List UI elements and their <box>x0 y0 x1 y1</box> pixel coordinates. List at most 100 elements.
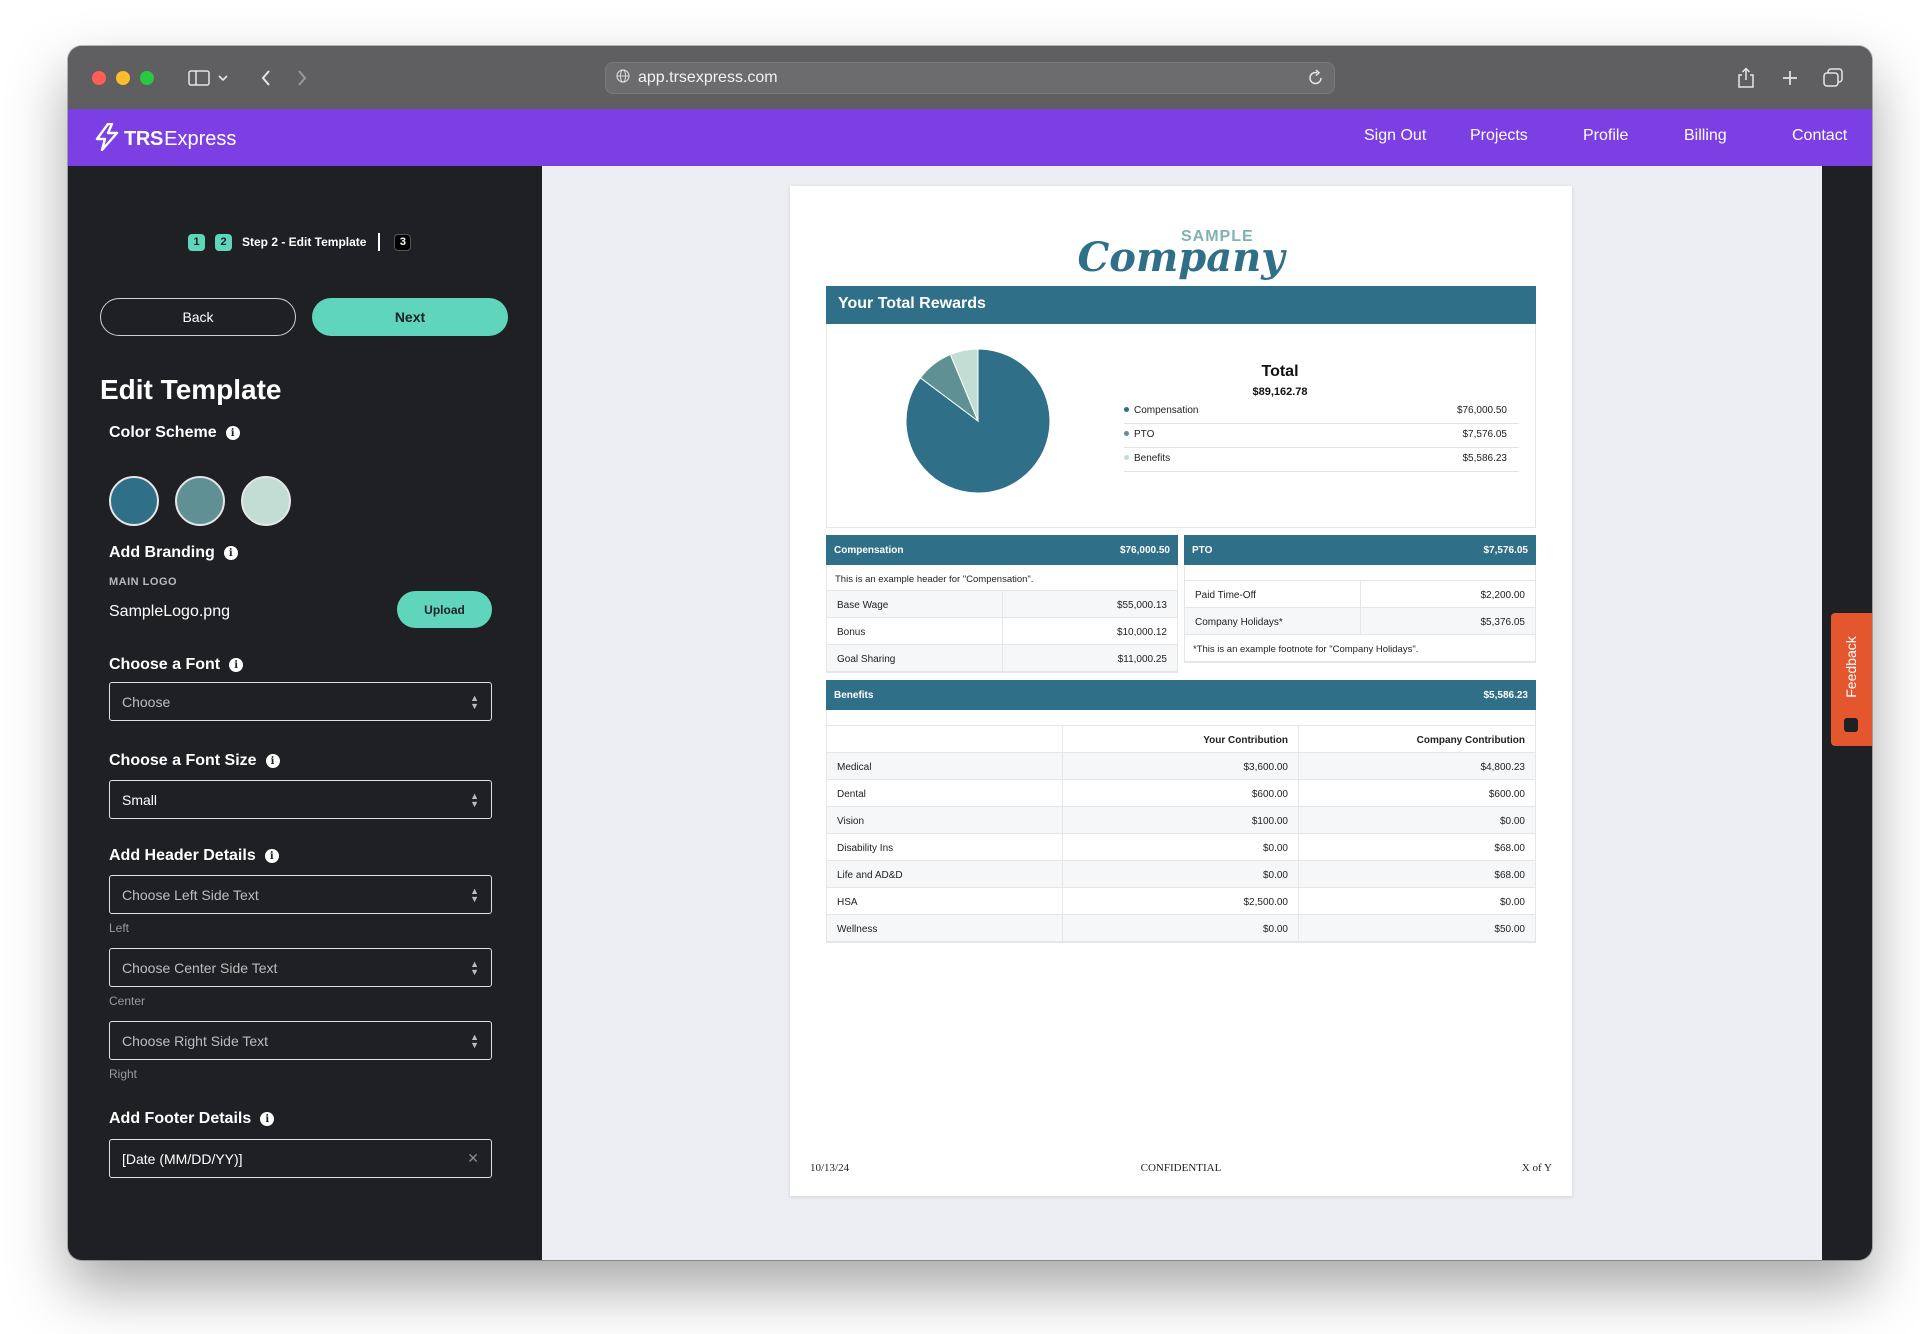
table-row: Bonus $10,000.12 <box>827 618 1177 645</box>
row-label: Paid Time-Off <box>1185 581 1361 608</box>
url-text: app.trsexpress.com <box>638 69 778 86</box>
step-1-badge[interactable]: 1 <box>188 233 205 251</box>
font-size-select-value: Small <box>122 791 158 808</box>
font-heading: Choose a Font i <box>109 656 244 674</box>
benefits-rows: Medical $3,600.00 $4,800.23 Dental $600.00 $6… <box>827 753 1535 942</box>
info-icon[interactable]: i <box>229 658 244 672</box>
select-arrows-icon: ▲ ▼ <box>470 886 479 904</box>
row-value: $55,000.13 <box>1116 600 1167 611</box>
company-contribution-cell: $68.00 <box>1494 870 1525 881</box>
clear-icon[interactable]: ✕ <box>467 1150 479 1166</box>
row-label: Wellness <box>827 915 1063 942</box>
color-scheme-label: Color Scheme <box>109 424 217 441</box>
rewards-summary <box>826 324 1536 528</box>
benefits-column-headers: Your Contribution Company Contribution <box>827 726 1535 753</box>
footer-left-select[interactable]: [Date (MM/DD/YY)] ✕ <box>109 1139 492 1178</box>
table-row: Dental $600.00 $600.00 <box>827 780 1535 807</box>
legend-row-pto: PTO $7,576.05 <box>1124 424 1519 448</box>
forward-arrow-icon[interactable] <box>292 60 312 96</box>
sidebar-title: Edit Template <box>100 374 282 405</box>
header-left-placeholder: Choose Left Side Text <box>122 886 259 903</box>
address-bar[interactable]: app.trsexpress.com <box>605 62 1335 94</box>
legend-value: $76,000.50 <box>1456 405 1507 416</box>
back-button[interactable]: Back <box>100 298 296 336</box>
row-label: Bonus <box>827 618 1003 645</box>
compensation-table: This is an example header for "Compensat… <box>826 565 1178 673</box>
footer-details-heading: Add Footer Details i <box>109 1110 275 1128</box>
your-contribution-cell: $2,500.00 <box>1063 888 1299 915</box>
minimize-window-button[interactable] <box>116 71 130 85</box>
font-select[interactable]: Choose ▲ ▼ <box>109 682 492 721</box>
font-size-select[interactable]: Small ▲ ▼ <box>109 780 492 819</box>
table-row: Paid Time-Off $2,200.00 <box>1185 581 1535 608</box>
color-swatch-tertiary[interactable] <box>241 476 291 526</box>
brand-light: Express <box>164 128 237 150</box>
feedback-icon <box>1844 718 1858 732</box>
header-right-select[interactable]: Choose Right Side Text ▲ ▼ <box>109 1021 492 1060</box>
browser-window: app.trsexpress.com TRS Express Sign Out … <box>68 46 1872 1260</box>
main-logo-label: MAIN LOGO <box>109 576 178 588</box>
step-2-badge[interactable]: 2 <box>215 233 232 251</box>
nav-projects[interactable]: Projects <box>1470 127 1528 144</box>
pto-total: $7,576.05 <box>1483 545 1529 556</box>
legend-row-benefits: Benefits $5,586.23 <box>1124 448 1519 472</box>
share-icon[interactable] <box>1734 60 1758 96</box>
upload-button[interactable]: Upload <box>397 591 492 628</box>
table-row: Disability Ins $0.00 $68.00 <box>827 834 1535 861</box>
info-icon[interactable]: i <box>260 1112 275 1126</box>
row-value: $11,000.25 <box>1117 654 1167 665</box>
next-button[interactable]: Next <box>312 298 508 336</box>
header-center-helper: Center <box>109 994 146 1008</box>
chevron-down-icon[interactable] <box>216 60 230 96</box>
nav-profile[interactable]: Profile <box>1583 127 1629 144</box>
close-window-button[interactable] <box>92 71 106 85</box>
info-icon[interactable]: i <box>265 754 280 768</box>
info-icon[interactable]: i <box>264 849 279 863</box>
maximize-window-button[interactable] <box>140 71 154 85</box>
back-arrow-icon[interactable] <box>256 60 276 96</box>
tab-overview-icon[interactable] <box>1820 60 1846 96</box>
header-center-placeholder: Choose Center Side Text <box>122 959 278 976</box>
select-arrows-icon: ▲ ▼ <box>470 1032 479 1050</box>
compensation-title: Compensation <box>834 545 904 556</box>
company-contribution-cell: $4,800.23 <box>1480 762 1526 773</box>
info-icon[interactable]: i <box>223 546 238 560</box>
legend-value: $7,576.05 <box>1462 429 1508 440</box>
pto-spacer <box>1185 565 1535 581</box>
header-left-select[interactable]: Choose Left Side Text ▲ ▼ <box>109 875 492 914</box>
info-icon[interactable]: i <box>225 426 240 440</box>
row-label: Base Wage <box>827 591 1003 618</box>
benefits-table: Your Contribution Company Contribution M… <box>826 710 1536 943</box>
row-label: Disability Ins <box>827 834 1063 861</box>
nav-sign-out[interactable]: Sign Out <box>1364 127 1427 144</box>
nav-billing[interactable]: Billing <box>1684 127 1727 144</box>
header-right-helper: Right <box>109 1067 138 1081</box>
app-navbar: TRS Express Sign Out Projects Profile Bi… <box>68 109 1872 166</box>
color-swatch-secondary[interactable] <box>175 476 225 526</box>
browser-toolbar: app.trsexpress.com <box>68 46 1872 109</box>
label-column-header <box>827 726 1063 753</box>
company-contribution-header: Company Contribution <box>1416 735 1525 746</box>
sidebar-toggle-icon[interactable] <box>186 60 212 96</box>
your-contribution-cell: $0.00 <box>1063 834 1299 861</box>
pto-title: PTO <box>1192 545 1213 556</box>
table-row: Life and AD&D $0.00 $68.00 <box>827 861 1535 888</box>
row-label: Company Holidays* <box>1185 608 1361 635</box>
header-details-heading: Add Header Details i <box>109 847 279 865</box>
nav-contact[interactable]: Contact <box>1792 127 1848 144</box>
branding-label: Add Branding <box>109 544 215 561</box>
benefits-header: Benefits $5,586.23 <box>826 680 1536 710</box>
brand-bold: TRS <box>124 128 164 150</box>
new-tab-icon[interactable] <box>1778 60 1802 96</box>
header-center-select[interactable]: Choose Center Side Text ▲ ▼ <box>109 948 492 987</box>
step-3-badge[interactable]: 3 <box>394 233 412 251</box>
benefits-title: Benefits <box>834 690 874 701</box>
footer-left-value: [Date (MM/DD/YY)] <box>122 1150 243 1167</box>
legend-value: $5,586.23 <box>1462 453 1508 464</box>
feedback-tab[interactable]: Feedback <box>1831 613 1872 746</box>
trs-express-logo[interactable]: TRS Express <box>94 122 237 156</box>
reload-icon[interactable] <box>1308 69 1324 92</box>
color-swatch-primary[interactable] <box>109 476 159 526</box>
rewards-title-bar: Your Total Rewards <box>826 286 1536 324</box>
company-logo-small-text: SAMPLE <box>1181 228 1254 245</box>
